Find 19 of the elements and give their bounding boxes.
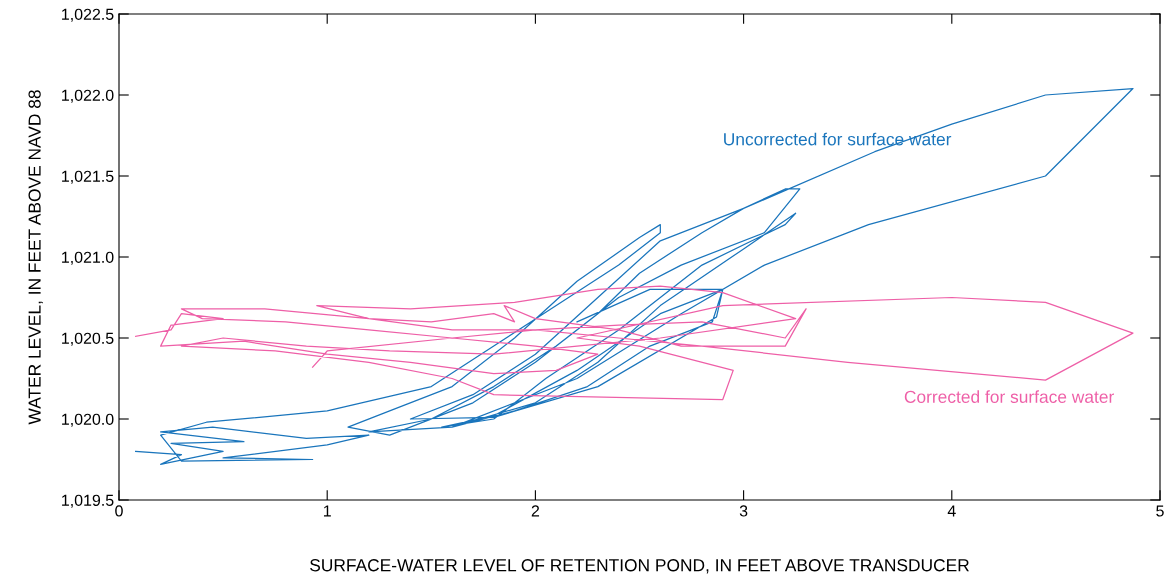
- x-tick-label: 5: [1156, 505, 1164, 517]
- y-tick-label: 1,020.5: [62, 332, 114, 346]
- x-tick-label: 1: [323, 505, 331, 517]
- x-tick-label: 0: [115, 505, 123, 517]
- y-axis-title: WATER LEVEL, IN FEET ABOVE NAVD 88: [28, 90, 43, 425]
- y-tick-label: 1,021.5: [62, 170, 114, 184]
- x-tick-label: 3: [739, 505, 748, 517]
- y-tick-label: 1,022.0: [62, 89, 114, 103]
- x-tick-label: 4: [947, 505, 956, 517]
- series-label: Uncorrected for surface water: [724, 132, 952, 146]
- y-tick-label: 1,020.0: [62, 413, 114, 427]
- x-tick-label: 2: [531, 505, 540, 517]
- line-series: [135, 285, 1134, 401]
- line-series: [135, 87, 1134, 465]
- y-tick-label: 1,019.5: [62, 494, 114, 508]
- y-tick-label: 1,021.0: [62, 251, 114, 265]
- y-tick-label: 1,022.5: [62, 8, 114, 22]
- series-label: Corrected for surface water: [904, 390, 1114, 403]
- x-axis-title: SURFACE-WATER LEVEL OF RETENTION POND, IN FEET ABOVE TRANSDUCER: [310, 559, 969, 574]
